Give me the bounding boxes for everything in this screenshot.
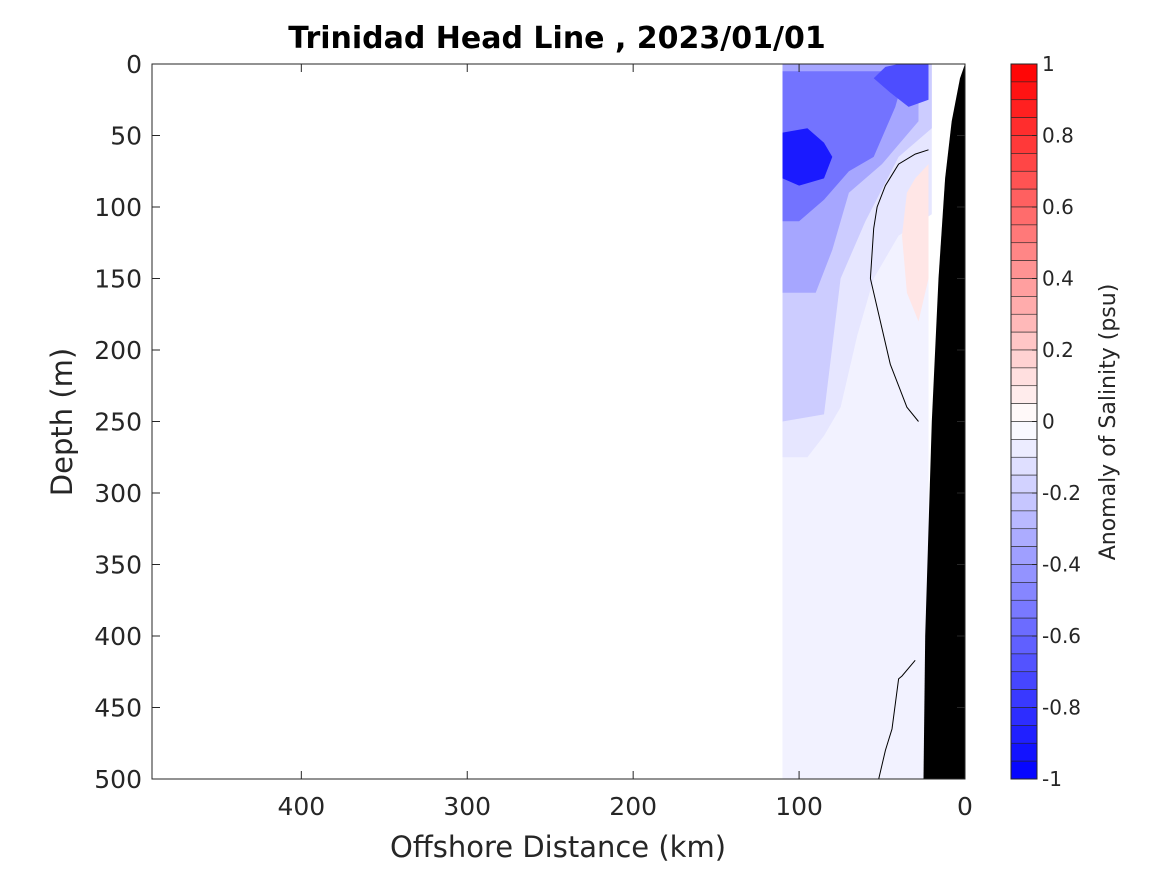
y-tick-label: 150 [94,265,142,294]
x-tick-label: 0 [957,792,973,821]
colorbar-tick-label: -0.2 [1042,481,1081,505]
y-axis: 0 50 100 150 200 250 300 350 400 450 500 [94,50,965,794]
colorbar-tick-label: -1 [1042,767,1062,791]
colorbar-tick-label: 0.6 [1042,195,1074,219]
anomaly-region [782,128,833,186]
colorbar-level [1010,153,1038,172]
colorbar-level [1010,135,1038,154]
y-tick-label: 450 [94,694,142,723]
y-tick-label: 100 [94,193,142,222]
y-tick-label: 350 [94,551,142,580]
x-tick-label: 100 [775,792,823,821]
zero-contour-line [869,149,929,422]
colorbar-tick-label: 0 [1042,410,1055,434]
colorbar-tick-label: 0.8 [1042,124,1074,148]
y-tick-label: 250 [94,408,142,437]
colorbar-level [1010,349,1038,369]
colorbar-level [1010,206,1038,226]
seafloor-shape [923,64,965,779]
colorbar-level [1010,403,1038,422]
colorbar-tick-label: 0.4 [1042,267,1074,291]
x-tick-label: 200 [609,792,657,821]
zero-contours [869,149,929,779]
x-tick-label: 300 [443,792,491,821]
colorbar-level [1010,599,1038,619]
colorbar-level [1010,742,1038,762]
colorbar-level [1010,671,1038,690]
colorbar-tick-label: -0.6 [1042,624,1081,648]
y-axis-label: Depth (m) [45,348,79,496]
zero-contour-line [878,659,916,779]
colorbar-tick-label: 0.2 [1042,338,1074,362]
colorbar-level [1010,474,1038,494]
y-tick-label: 500 [94,765,142,794]
colorbar-level [1010,421,1038,440]
colorbar-label: Anomaly of Salinity (psu) [1096,284,1121,561]
colorbar-level [1010,331,1038,351]
colorbar-level [1010,99,1038,118]
colorbar-level [1010,296,1038,315]
colorbar-level [1010,260,1038,279]
colorbar-level [1010,707,1038,726]
y-tick-label: 50 [110,122,142,151]
chart-title: Trinidad Head Line , 2023/01/01 [288,21,825,56]
anomaly-regions [782,64,932,779]
colorbar-level [1010,367,1038,387]
y-tick-label: 400 [94,622,142,651]
colorbar-level [1010,385,1038,404]
colorbar-level [1010,725,1038,744]
colorbar-level [1010,188,1038,208]
colorbar: 1 0.8 0.6 0.4 0.2 0 -0.2 -0.4 -0.6 -0.8 -1 [1010,52,1081,791]
anomaly-region [782,71,906,222]
colorbar-level [1010,63,1038,83]
colorbar-level [1010,242,1038,261]
colorbar-tick-label: -0.8 [1042,696,1081,720]
colorbar-level [1010,760,1038,780]
colorbar-level [1010,492,1038,512]
colorbar-level [1010,117,1038,136]
x-tick-label: 400 [277,792,325,821]
colorbar-level [1010,510,1038,530]
colorbar-level [1010,635,1038,655]
colorbar-level [1010,81,1038,101]
colorbar-tick-label: 1 [1042,52,1055,76]
colorbar-level [1010,582,1038,601]
colorbar-level [1010,278,1038,297]
colorbar-level [1010,224,1038,244]
colorbar-level [1010,653,1038,673]
anomaly-region [902,164,929,322]
colorbar-level [1010,689,1038,708]
colorbar-level [1010,617,1038,637]
x-axis: 400 300 200 100 0 [277,64,973,821]
colorbar-tick-label: -0.4 [1042,553,1081,577]
colorbar-level [1010,439,1038,458]
colorbar-level [1010,456,1038,476]
y-tick-label: 0 [126,50,142,79]
y-tick-label: 300 [94,479,142,508]
colorbar-level [1010,313,1038,333]
colorbar-level [1010,170,1038,190]
x-axis-label: Offshore Distance (km) [390,830,726,864]
anomaly-region [873,64,929,107]
y-tick-label: 200 [94,336,142,365]
colorbar-level [1010,528,1038,547]
colorbar-level [1010,546,1038,565]
bathymetry [923,64,965,779]
colorbar-level [1010,564,1038,583]
